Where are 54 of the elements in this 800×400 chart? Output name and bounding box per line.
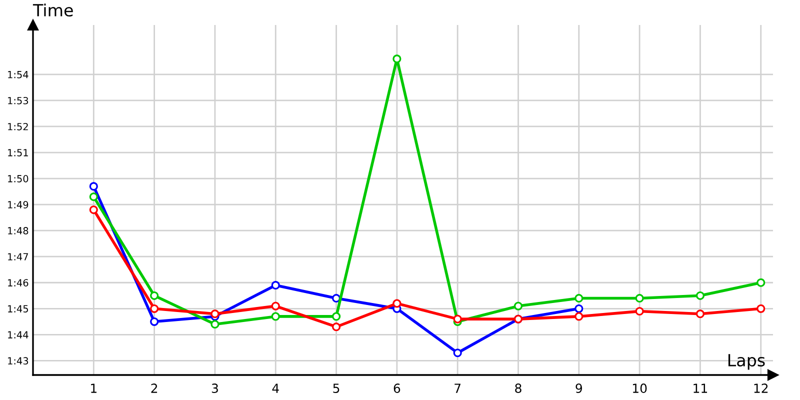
point xyxy=(635,294,644,303)
point xyxy=(392,54,402,64)
x-tick-label: 10 xyxy=(632,384,647,394)
y-tick-label: 1:44 xyxy=(8,331,28,338)
point xyxy=(332,294,341,303)
y-tick-label: 1:52 xyxy=(8,122,28,130)
point xyxy=(271,302,280,310)
point xyxy=(89,192,98,202)
x-tick-label: 5 xyxy=(333,384,340,394)
x-tick-label: 3 xyxy=(212,384,218,394)
x-axis-title: Laps xyxy=(728,354,765,370)
point xyxy=(453,348,462,358)
y-tick-label: 1:54 xyxy=(8,71,28,78)
x-tick-label: 11 xyxy=(694,384,708,393)
x-tick-label: 6 xyxy=(394,384,400,394)
point xyxy=(271,280,280,290)
x-tick-label: 1 xyxy=(91,384,96,393)
y-tick-label: 1:43 xyxy=(8,357,28,365)
point xyxy=(756,304,766,313)
y-tick-label: 1:50 xyxy=(8,175,28,182)
point xyxy=(332,312,341,321)
point xyxy=(332,322,341,332)
point xyxy=(574,312,584,321)
point xyxy=(696,310,705,318)
point xyxy=(150,317,159,326)
point xyxy=(89,182,98,191)
y-axis-title: Time xyxy=(32,4,73,17)
x-tick-label: 9 xyxy=(576,384,582,394)
point xyxy=(514,302,523,310)
point xyxy=(210,320,220,329)
y-tick-label: 1:47 xyxy=(8,253,28,260)
point xyxy=(150,304,159,313)
x-tick-label: 2 xyxy=(151,384,158,393)
x-tick-label: 4 xyxy=(272,384,279,393)
y-tick-label: 1:45 xyxy=(8,305,28,312)
y-tick-label: 1:51 xyxy=(8,149,28,156)
point xyxy=(271,312,280,321)
y-tick-label: 1:46 xyxy=(8,279,28,286)
x-tick-label: 7 xyxy=(454,384,460,393)
point xyxy=(756,278,766,287)
point xyxy=(392,299,402,308)
x-tick-label: 12 xyxy=(754,384,768,393)
point xyxy=(89,205,98,214)
x-tick-label: 8 xyxy=(515,384,522,394)
point xyxy=(574,304,584,313)
point xyxy=(635,306,644,316)
y-tick-label: 1:53 xyxy=(8,96,28,104)
y-tick-label: 1:48 xyxy=(8,227,28,234)
point xyxy=(696,291,705,300)
point xyxy=(574,294,584,303)
y-tick-label: 1:49 xyxy=(8,201,28,208)
point xyxy=(210,310,220,318)
point xyxy=(453,314,462,324)
point xyxy=(150,291,159,300)
